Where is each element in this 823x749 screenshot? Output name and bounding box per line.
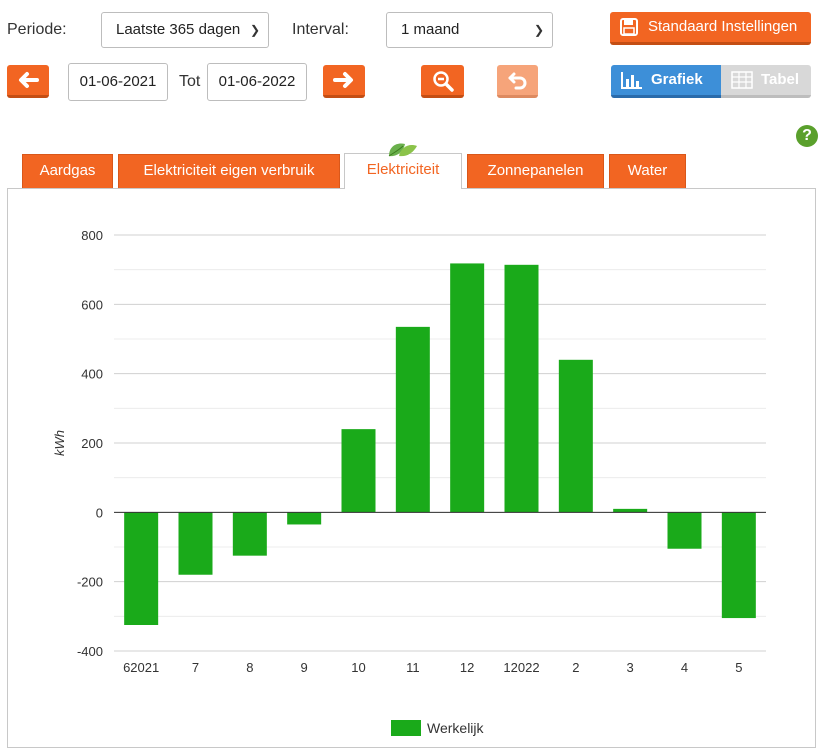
undo-icon (508, 72, 526, 90)
bar-chart: -400 -200 0 200 400 600 800 kWh 62021 7 8 9 10 11 12 12… (52, 228, 766, 675)
x-tick-label: 2 (572, 660, 579, 675)
tab-water[interactable]: Water (609, 154, 686, 188)
table-icon (731, 71, 753, 89)
chart-panel: -400 -200 0 200 400 600 800 kWh 62021 7 8 9 10 11 12 12… (7, 188, 816, 748)
tab-elektriciteit[interactable]: Elektriciteit (344, 153, 462, 189)
x-tick-label: 7 (192, 660, 199, 675)
bar-12022[interactable] (504, 264, 539, 513)
bar-10[interactable] (341, 429, 376, 513)
arrow-left-icon (19, 72, 39, 88)
x-tick-label: 12 (460, 660, 474, 675)
y-tick-label: 400 (81, 367, 103, 382)
zoom-out-icon (432, 71, 454, 92)
bar-2[interactable] (558, 359, 593, 513)
bar-8[interactable] (232, 512, 267, 556)
interval-select[interactable]: 1 maand ❯ (386, 12, 553, 48)
end-date-input[interactable]: 01-06-2022 (207, 63, 307, 101)
view-grafiek-button[interactable]: Grafiek (611, 65, 721, 98)
tab-elektriciteit-label: Elektriciteit (366, 161, 440, 178)
tab-elektriciteit-eigen-verbruik[interactable]: Elektriciteit eigen verbruik (118, 154, 340, 188)
reset-zoom-button[interactable] (497, 65, 538, 98)
legend-werkelijk[interactable]: Werkelijk (427, 720, 484, 736)
view-grafiek-label: Grafiek (651, 71, 703, 88)
zoom-out-button[interactable] (421, 65, 464, 98)
standard-settings-button[interactable]: Standaard Instellingen (610, 12, 811, 45)
leaf-icon (388, 143, 417, 157)
y-axis-label: kWh (52, 430, 67, 456)
bar-9[interactable] (287, 512, 322, 525)
y-tick-label: -400 (77, 644, 103, 659)
standard-settings-label: Standaard Instellingen (648, 18, 798, 35)
prev-period-button[interactable] (7, 65, 49, 98)
bar-3[interactable] (613, 508, 648, 513)
next-period-button[interactable] (323, 65, 365, 98)
x-tick-label: 8 (246, 660, 253, 675)
y-tick-label: 200 (81, 436, 103, 451)
x-tick-label: 10 (351, 660, 365, 675)
periode-value: Laatste 365 dagen (116, 21, 241, 38)
bar-12[interactable] (450, 263, 485, 513)
interval-value: 1 maand (401, 21, 460, 38)
y-tick-label: -200 (77, 575, 103, 590)
tab-zonnepanelen[interactable]: Zonnepanelen (467, 154, 604, 188)
view-tabel-button[interactable]: Tabel (721, 65, 811, 98)
y-tick-label: 800 (81, 228, 103, 243)
tab-aardgas[interactable]: Aardgas (22, 154, 113, 188)
legend-swatch (391, 720, 421, 736)
chevron-down-icon: ❯ (533, 23, 544, 37)
bar-62021[interactable] (124, 512, 159, 625)
y-tick-label: 0 (96, 505, 103, 520)
arrow-right-icon (333, 72, 353, 88)
chevron-down-icon: ❯ (249, 23, 260, 37)
view-tabel-label: Tabel (761, 71, 800, 88)
tot-label: Tot (179, 73, 201, 90)
x-tick-label: 11 (406, 660, 420, 675)
x-tick-label: 12022 (503, 660, 539, 675)
x-tick-label: 4 (681, 660, 688, 675)
bar-5[interactable] (721, 512, 756, 619)
x-tick-label: 9 (301, 660, 308, 675)
x-tick-label: 3 (627, 660, 634, 675)
bar-11[interactable] (395, 326, 430, 513)
interval-label: Interval: (292, 21, 349, 38)
bar-7[interactable] (178, 512, 213, 575)
floppy-disk-icon (620, 18, 638, 37)
start-date-input[interactable]: 01-06-2021 (68, 63, 168, 101)
periode-label: Periode: (7, 21, 67, 38)
periode-select[interactable]: Laatste 365 dagen ❯ (101, 12, 269, 48)
x-tick-label: 62021 (123, 660, 159, 675)
bar-4[interactable] (667, 512, 702, 549)
y-tick-label: 600 (81, 297, 103, 312)
x-tick-label: 5 (735, 660, 742, 675)
question-mark-icon[interactable]: ? (796, 125, 818, 147)
bar-chart-icon (621, 72, 642, 90)
